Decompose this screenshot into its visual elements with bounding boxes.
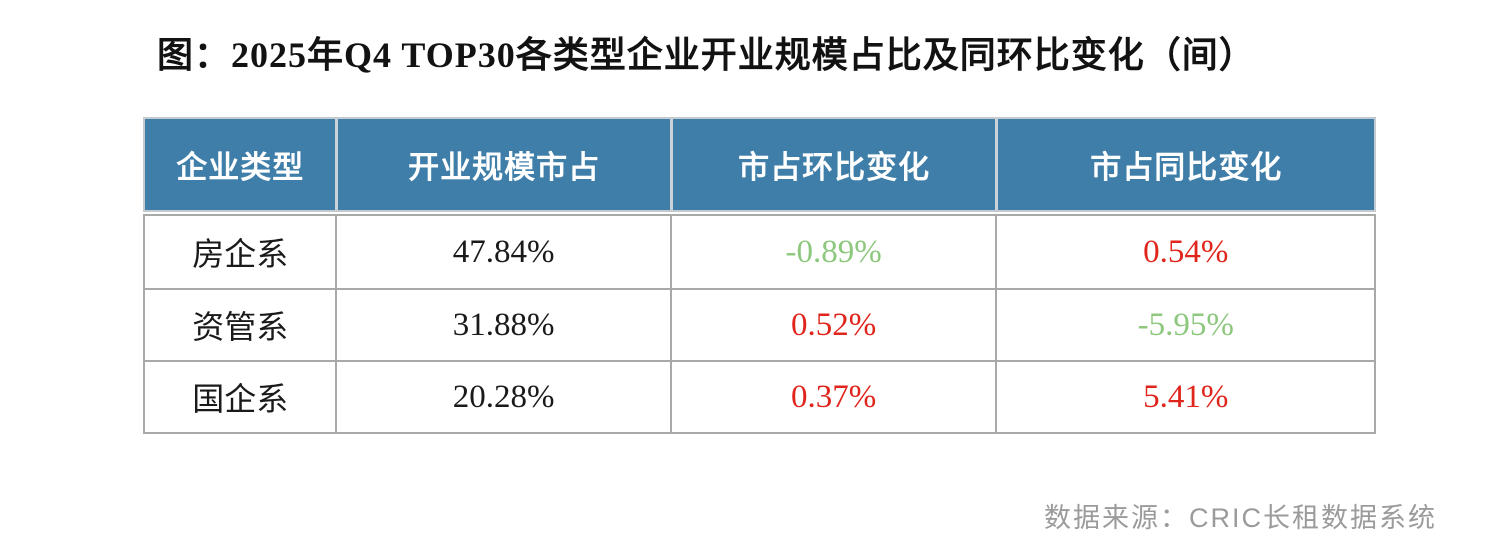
table-row: 房企系 47.84% -0.89% 0.54% [145, 216, 1374, 288]
cell-share: 31.88% [335, 290, 669, 360]
cell-share: 20.28% [335, 362, 669, 432]
header-cell-category: 企业类型 [176, 150, 305, 185]
cell-yoy-change: 0.54% [995, 216, 1374, 288]
cell-qoq-change: -0.89% [669, 216, 996, 288]
source-note: 数据来源：CRIC长租数据系统 [1044, 503, 1437, 533]
header-cell-share: 开业规模市占 [335, 119, 669, 210]
table-header-row: 企业类型 开业规模市占 市占环比变化 市占同比变化 [143, 117, 1376, 212]
summary-table: 企业类型 开业规模市占 市占环比变化 市占同比变化 房企系 47.84% -0.… [143, 117, 1376, 434]
table-body: 房企系 47.84% -0.89% 0.54% 资管系 31.88% 0.52%… [143, 214, 1376, 434]
header-cell-qoq-change: 市占环比变化 [669, 119, 996, 210]
cell-category: 国企系 [192, 381, 289, 417]
cell-share: 47.84% [335, 216, 669, 288]
cell-category: 房企系 [192, 236, 289, 272]
cell-qoq-change: 0.37% [669, 362, 996, 432]
cell-yoy-change: 5.41% [995, 362, 1374, 432]
table-row: 资管系 31.88% 0.52% -5.95% [145, 288, 1374, 360]
cell-category: 资管系 [192, 309, 289, 345]
page-title: 图：2025年Q4 TOP30各类型企业开业规模占比及同环比变化（间） [157, 35, 1256, 75]
cell-yoy-change: -5.95% [995, 290, 1374, 360]
table-row: 国企系 20.28% 0.37% 5.41% [145, 360, 1374, 432]
cell-qoq-change: 0.52% [669, 290, 996, 360]
header-cell-yoy-change: 市占同比变化 [995, 119, 1374, 210]
